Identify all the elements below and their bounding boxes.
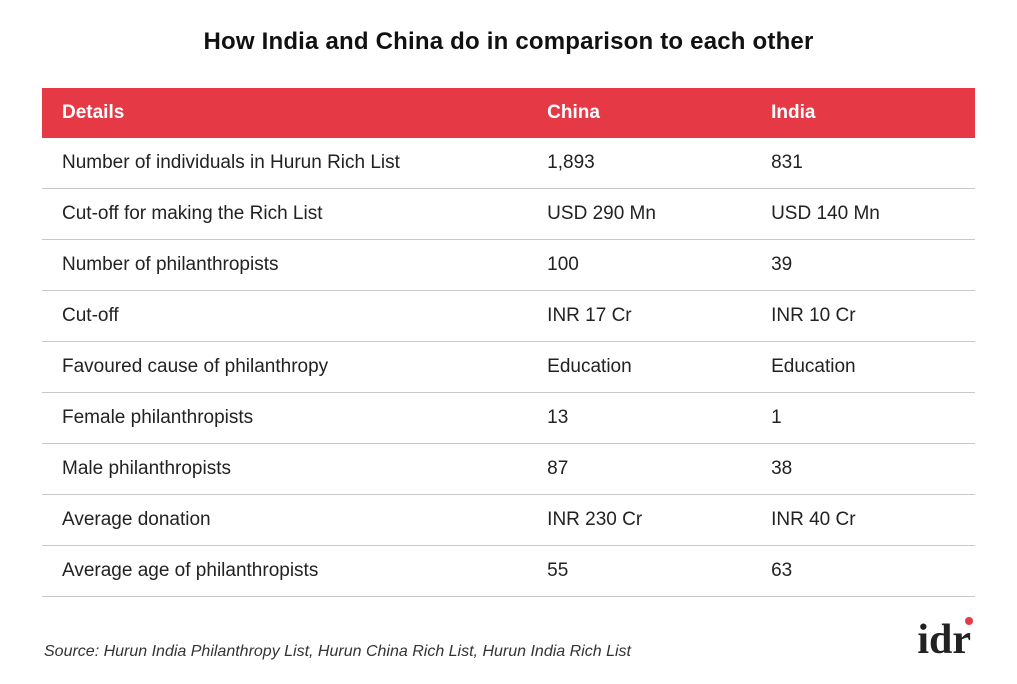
cell-details: Number of individuals in Hurun Rich List: [42, 138, 527, 189]
logo-dot-icon: [965, 617, 973, 625]
cell-details: Cut-off: [42, 291, 527, 342]
cell-india: 38: [751, 444, 975, 495]
cell-details: Male philanthropists: [42, 444, 527, 495]
cell-india: 63: [751, 546, 975, 597]
cell-india: 39: [751, 240, 975, 291]
cell-details: Average donation: [42, 495, 527, 546]
comparison-table: Details China India Number of individual…: [42, 88, 975, 597]
table-row: Favoured cause of philanthropy Education…: [42, 342, 975, 393]
idr-logo: idr: [917, 619, 973, 661]
logo-letter-d: d: [929, 619, 952, 661]
cell-details: Cut-off for making the Rich List: [42, 189, 527, 240]
cell-details: Number of philanthropists: [42, 240, 527, 291]
source-text: Source: Hurun India Philanthropy List, H…: [44, 643, 631, 661]
cell-india: 831: [751, 138, 975, 189]
cell-china: INR 17 Cr: [527, 291, 751, 342]
table-row: Number of philanthropists 100 39: [42, 240, 975, 291]
cell-details: Average age of philanthropists: [42, 546, 527, 597]
cell-china: 55: [527, 546, 751, 597]
cell-india: USD 140 Mn: [751, 189, 975, 240]
footer: Source: Hurun India Philanthropy List, H…: [42, 619, 975, 661]
cell-china: 100: [527, 240, 751, 291]
cell-india: INR 40 Cr: [751, 495, 975, 546]
table-row: Average age of philanthropists 55 63: [42, 546, 975, 597]
cell-india: 1: [751, 393, 975, 444]
cell-china: INR 230 Cr: [527, 495, 751, 546]
col-header-china: China: [527, 88, 751, 138]
table-row: Average donation INR 230 Cr INR 40 Cr: [42, 495, 975, 546]
cell-china: 13: [527, 393, 751, 444]
cell-china: USD 290 Mn: [527, 189, 751, 240]
cell-china: 1,893: [527, 138, 751, 189]
cell-india: Education: [751, 342, 975, 393]
table-header-row: Details China India: [42, 88, 975, 138]
logo-letter-i: i: [917, 619, 929, 661]
cell-china: Education: [527, 342, 751, 393]
table-row: Female philanthropists 13 1: [42, 393, 975, 444]
table-header: Details China India: [42, 88, 975, 138]
page-title: How India and China do in comparison to …: [42, 28, 975, 56]
table-row: Cut-off for making the Rich List USD 290…: [42, 189, 975, 240]
table-row: Male philanthropists 87 38: [42, 444, 975, 495]
table-row: Number of individuals in Hurun Rich List…: [42, 138, 975, 189]
col-header-details: Details: [42, 88, 527, 138]
col-header-india: India: [751, 88, 975, 138]
cell-china: 87: [527, 444, 751, 495]
logo-letter-r: r: [952, 619, 971, 661]
table-body: Number of individuals in Hurun Rich List…: [42, 138, 975, 597]
table-row: Cut-off INR 17 Cr INR 10 Cr: [42, 291, 975, 342]
cell-details: Favoured cause of philanthropy: [42, 342, 527, 393]
page-container: How India and China do in comparison to …: [0, 0, 1017, 661]
cell-details: Female philanthropists: [42, 393, 527, 444]
cell-india: INR 10 Cr: [751, 291, 975, 342]
